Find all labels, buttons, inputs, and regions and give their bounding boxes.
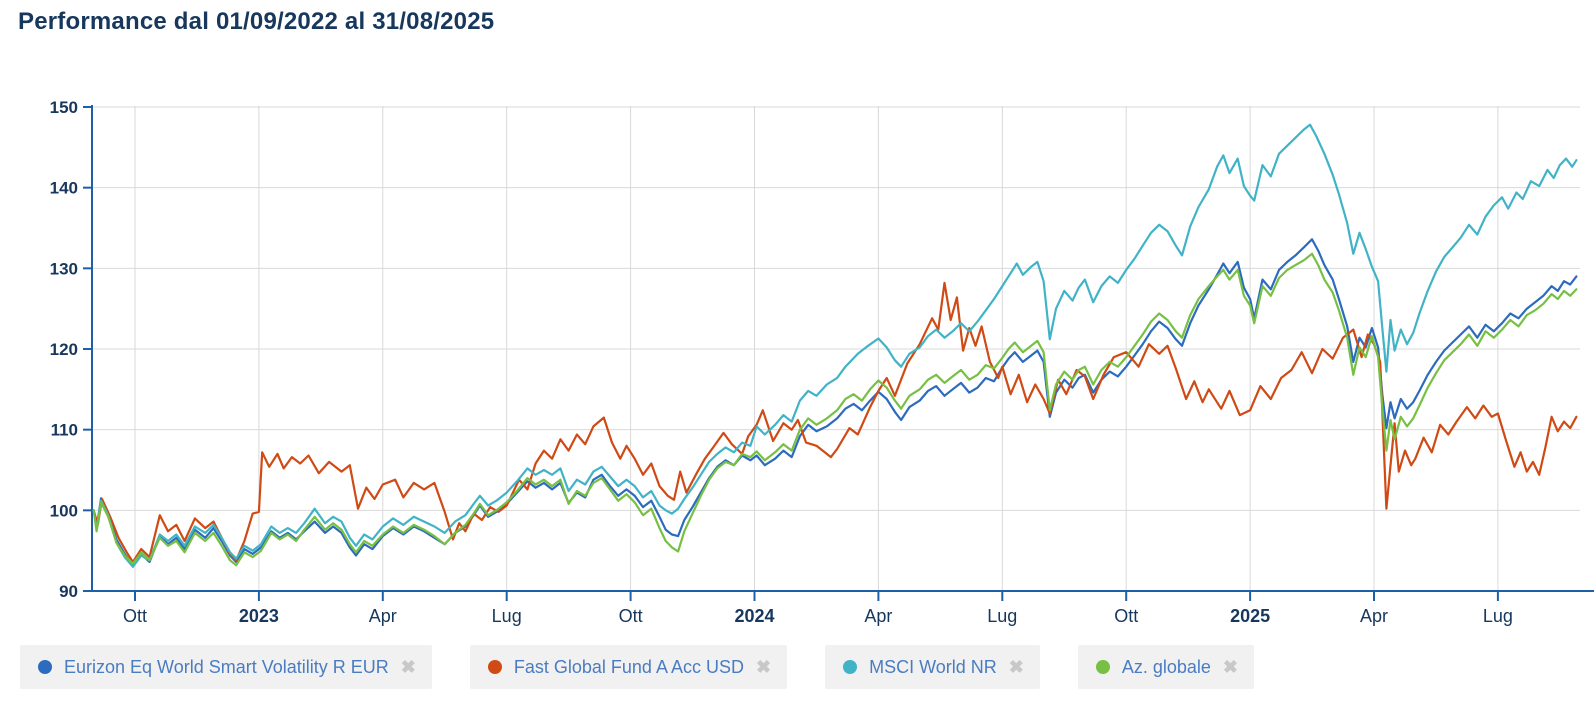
remove-series-icon[interactable]: ✖	[400, 657, 416, 677]
series-color-dot	[843, 660, 858, 674]
series-label: Az. globale	[1121, 656, 1211, 677]
page-title: Performance dal 01/09/2022 al 31/08/2025	[18, 8, 495, 35]
x-tick-label: Ott	[1114, 606, 1138, 626]
y-tick-label: 110	[51, 421, 78, 440]
series-line-1[interactable]	[92, 238, 1578, 567]
x-tick-label: Lug	[492, 606, 522, 626]
remove-series-icon[interactable]: ✖	[1222, 657, 1239, 677]
remove-series-icon[interactable]: ✖	[1008, 657, 1024, 677]
legend-item-2[interactable]: Fast Global Fund A Acc USD ✖	[469, 645, 788, 689]
series-line-3[interactable]	[92, 123, 1578, 568]
x-tick-label: Apr	[1360, 606, 1388, 626]
legend-item-3[interactable]: MSCI World NR ✖	[825, 645, 1040, 689]
series-color-dot	[487, 660, 502, 674]
y-tick-label: 140	[50, 179, 78, 198]
x-tick-label: Apr	[864, 606, 892, 626]
x-tick-label: Apr	[369, 606, 397, 626]
legend-item-1[interactable]: Eurizon Eq World Smart Volatility R EUR ✖	[20, 645, 432, 689]
series-line-4[interactable]	[92, 252, 1578, 567]
series-label: Eurizon Eq World Smart Volatility R EUR	[64, 656, 389, 677]
y-tick-label: 150	[50, 98, 78, 117]
x-tick-label: Ott	[619, 606, 643, 626]
series-color-dot	[1095, 660, 1110, 674]
y-tick-label: 130	[50, 259, 78, 278]
chart-legend: Eurizon Eq World Smart Volatility R EUR ✖…	[20, 645, 1255, 689]
x-tick-label: Lug	[987, 606, 1017, 626]
x-tick-label: Lug	[1483, 606, 1513, 626]
remove-series-icon[interactable]: ✖	[755, 657, 772, 677]
x-tick-label: Ott	[123, 606, 147, 626]
series-label: Fast Global Fund A Acc USD	[513, 656, 744, 677]
x-tick-label: 2025	[1230, 606, 1270, 626]
x-tick-label: 2024	[734, 606, 774, 626]
y-tick-label: 120	[50, 340, 78, 359]
legend-item-4[interactable]: Az. globale ✖	[1077, 645, 1255, 689]
x-tick-label: 2023	[239, 606, 279, 626]
y-tick-label: 100	[50, 501, 78, 520]
series-label: MSCI World NR	[869, 656, 997, 677]
y-tick-label: 90	[59, 582, 78, 601]
series-color-dot	[38, 660, 52, 674]
